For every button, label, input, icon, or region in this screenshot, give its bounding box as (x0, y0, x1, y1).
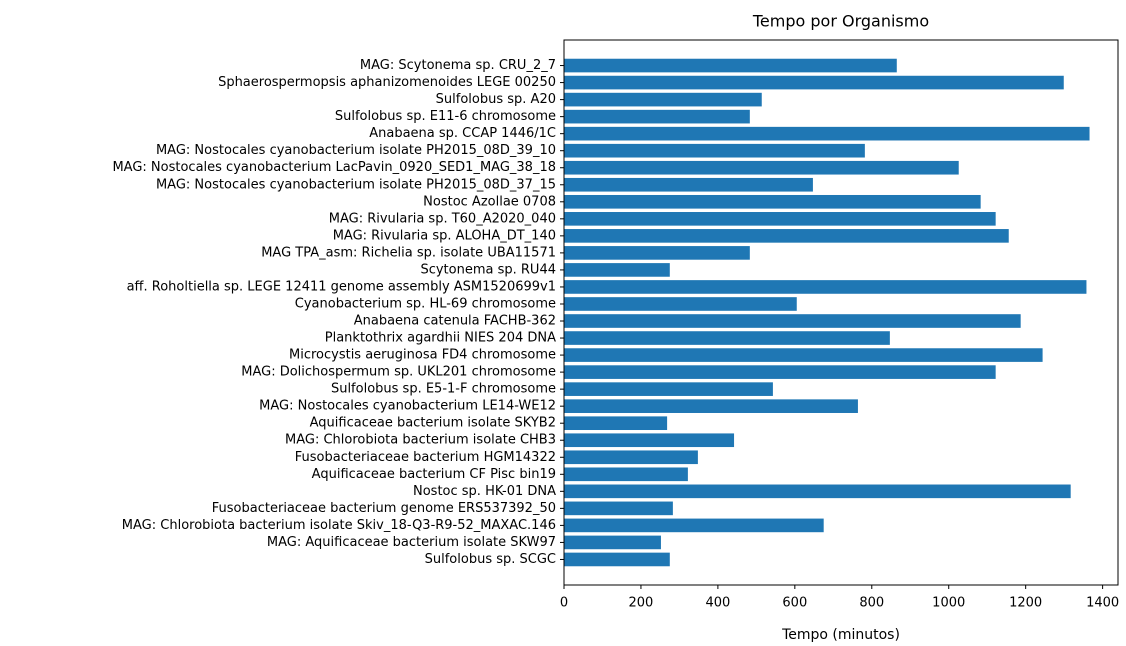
y-tick-label: Anabaena catenula FACHB-362 (354, 314, 556, 329)
bar (564, 399, 858, 413)
y-tick-label: Sulfolobus sp. A20 (436, 92, 556, 107)
bar (564, 535, 661, 550)
y-tick-label: MAG: Nostocales cyanobacterium isolate P… (156, 177, 556, 192)
bar (564, 416, 668, 431)
x-tick-label: 200 (629, 596, 654, 611)
bar (564, 467, 688, 482)
bar (564, 501, 673, 516)
y-tick-label: MAG: Nostocales cyanobacterium LE14-WE12 (259, 399, 556, 414)
x-tick-label: 1400 (1086, 596, 1119, 611)
bar (564, 246, 750, 260)
bar (564, 194, 981, 209)
y-tick-label: Sphaerospermopsis aphanizomenoides LEGE … (218, 75, 556, 90)
bar (564, 450, 698, 465)
plot-frame (563, 39, 1119, 586)
y-tick-label: Aquificaceae bacterium isolate SKYB2 (310, 416, 556, 431)
bar (564, 331, 890, 345)
bar (564, 365, 996, 379)
y-tick-label: MAG: Nostocales cyanobacterium isolate P… (156, 143, 556, 158)
bar (564, 212, 996, 226)
y-tick-label: Planktothrix agardhii NIES 204 DNA (325, 331, 556, 346)
y-tick-label: MAG: Dolichospermum sp. UKL201 chromosom… (241, 365, 556, 380)
bar (564, 484, 1071, 499)
y-tick-label: MAG: Aquificaceae bacterium isolate SKW9… (267, 535, 556, 550)
bar (564, 229, 1009, 243)
bar (564, 297, 797, 311)
y-tick-label: Scytonema sp. RU44 (420, 262, 556, 277)
y-tick-label: Anabaena sp. CCAP 1446/1C (369, 126, 556, 141)
y-tick-label: MAG: Chlorobiota bacterium isolate CHB3 (285, 433, 556, 448)
y-tick-label: Nostoc Azollae 0708 (423, 194, 556, 209)
bar (564, 382, 773, 396)
bar (564, 75, 1064, 90)
x-tick-label: 1000 (932, 596, 965, 611)
y-tick-label: MAG: Scytonema sp. CRU_2_7 (360, 58, 556, 73)
x-axis-label: Tempo (minutos) (781, 627, 900, 643)
bar (564, 143, 865, 158)
y-tick-label: Sulfolobus sp. SCGC (425, 552, 556, 567)
y-tick-label: Cyanobacterium sp. HL-69 chromosome (295, 296, 556, 311)
y-tick-label: Fusobacteriaceae bacterium genome ERS537… (212, 501, 556, 516)
bar (564, 177, 813, 192)
bar (564, 160, 959, 175)
chart-title: Tempo por Organismo (752, 12, 929, 31)
x-tick-label: 800 (859, 596, 884, 611)
y-tick-label: Nostoc sp. HK-01 DNA (413, 484, 556, 499)
y-tick-label: Sulfolobus sp. E11-6 chromosome (335, 109, 556, 124)
bar (564, 433, 735, 448)
bar (564, 126, 1090, 141)
bar (564, 348, 1043, 362)
bar (564, 109, 750, 124)
y-tick-label: Sulfolobus sp. E5-1-F chromosome (331, 382, 556, 397)
bar (564, 518, 824, 533)
bar (564, 92, 762, 107)
y-tick-label: MAG: Rivularia sp. ALOHA_DT_140 (333, 228, 556, 243)
y-tick-label: Microcystis aeruginosa FD4 chromosome (289, 348, 556, 363)
y-tick-label: aff. Roholtiella sp. LEGE 12411 genome a… (127, 279, 556, 294)
y-tick-label: MAG: Rivularia sp. T60_A2020_040 (329, 211, 556, 226)
y-tick-label: MAG TPA_asm: Richelia sp. isolate UBA115… (261, 245, 556, 260)
bar (564, 58, 897, 73)
y-tick-label: MAG: Chlorobiota bacterium isolate Skiv_… (122, 518, 556, 533)
x-tick-label: 0 (560, 596, 568, 611)
x-tick-label: 600 (782, 596, 807, 611)
bar (564, 314, 1021, 328)
y-tick-label: Aquificaceae bacterium CF Pisc bin19 (312, 467, 556, 482)
y-tick-label: MAG: Nostocales cyanobacterium LacPavin_… (112, 160, 556, 175)
bar (564, 280, 1087, 294)
y-tick-label: Fusobacteriaceae bacterium HGM14322 (295, 450, 556, 465)
x-tick-label: 1200 (1009, 596, 1042, 611)
x-tick-label: 400 (705, 596, 730, 611)
bar (564, 263, 670, 277)
bar (564, 552, 670, 567)
